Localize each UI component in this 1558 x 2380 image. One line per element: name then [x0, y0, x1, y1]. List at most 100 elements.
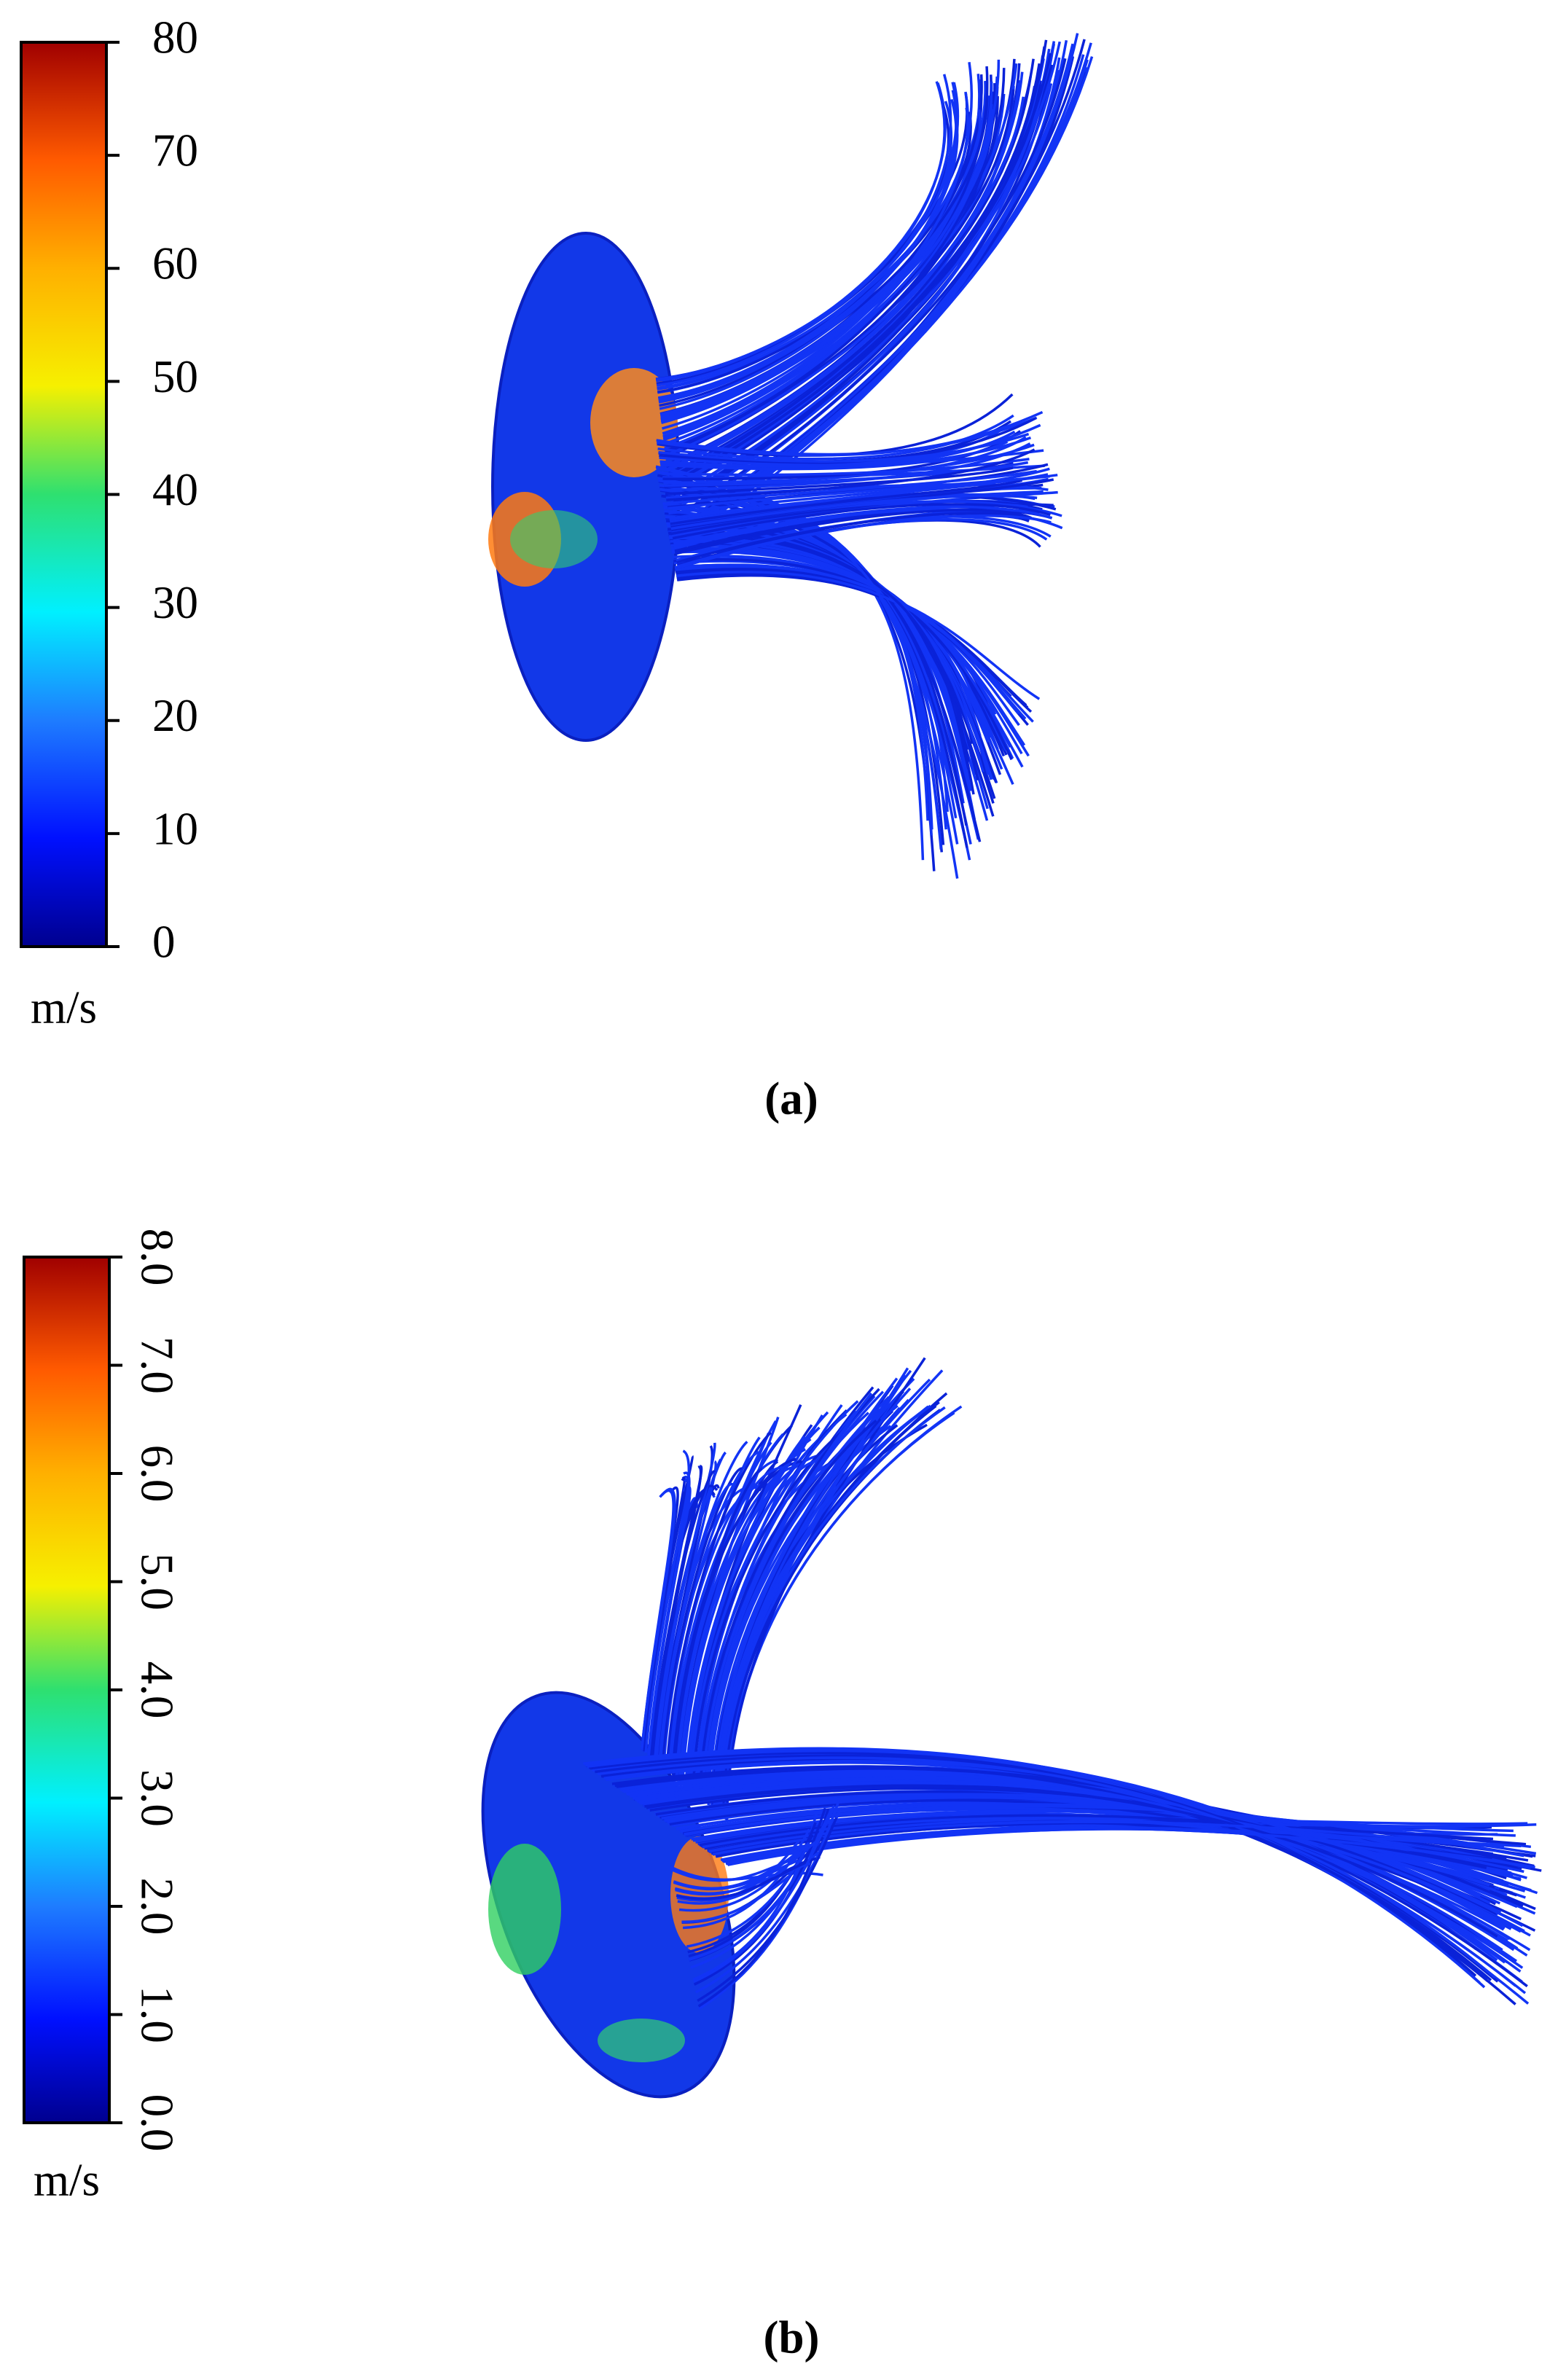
colorbar — [20, 41, 108, 948]
streamline — [701, 1390, 885, 1801]
streamline — [662, 61, 973, 436]
streamline — [692, 1425, 850, 1793]
tick-label: 30 — [152, 577, 198, 628]
tick-label: 80 — [152, 12, 198, 63]
streamline — [656, 410, 1044, 457]
streamline — [666, 448, 1036, 501]
tick-label: 60 — [152, 238, 198, 289]
streamline — [659, 82, 959, 410]
streamline — [671, 547, 1011, 748]
streamline — [704, 1392, 873, 1803]
streamline — [670, 494, 1038, 531]
streamline — [666, 82, 1020, 467]
streamline — [672, 503, 1051, 540]
streamline — [668, 531, 970, 762]
tick-label: 1.0 — [132, 1986, 183, 2043]
streamline — [683, 1828, 811, 1930]
tick-label: 20 — [152, 690, 198, 741]
streamline — [719, 1406, 946, 1816]
streamline — [720, 1826, 1535, 1868]
streamline — [689, 1400, 859, 1790]
caption: (b) — [764, 2312, 820, 2363]
streamline — [656, 81, 946, 387]
disc — [491, 232, 681, 742]
streamline — [662, 81, 993, 442]
streamline — [686, 1436, 806, 1788]
streamline — [611, 1765, 1492, 1981]
tick-label: 5.0 — [132, 1553, 183, 1610]
streamline — [697, 1817, 838, 2003]
streamline — [671, 68, 1048, 513]
streamline — [686, 1842, 810, 1948]
streamline — [647, 1471, 691, 1755]
streamline — [673, 1468, 763, 1777]
streamline — [676, 512, 1030, 564]
caption: (a) — [764, 1073, 818, 1124]
streamline — [659, 423, 1041, 468]
streamline — [658, 432, 1030, 463]
tick-label: 8.0 — [132, 1229, 183, 1286]
streamline — [668, 474, 1050, 510]
streamline — [670, 479, 1023, 525]
tick-label: 4.0 — [132, 1661, 183, 1719]
tick-label: 70 — [152, 125, 198, 176]
tick-label: 3.0 — [132, 1769, 183, 1827]
streamline — [662, 430, 1022, 481]
streamline — [649, 1470, 716, 1758]
tick-label: 7.0 — [132, 1336, 183, 1394]
streamline — [654, 1442, 716, 1762]
streamline — [659, 1483, 735, 1765]
tick-label: 50 — [152, 351, 198, 402]
tick-label: 6.0 — [132, 1445, 183, 1503]
streamline — [657, 414, 1014, 461]
tick-label: 2.0 — [132, 1878, 183, 1935]
streamline — [659, 449, 1044, 466]
streamline — [673, 503, 1028, 549]
hot-spot — [488, 1844, 561, 1975]
streamline — [660, 440, 1009, 471]
streamline — [585, 1748, 1486, 1989]
streamline — [658, 479, 943, 850]
streamline — [595, 1754, 1528, 1988]
streamline — [675, 509, 1032, 555]
streamline — [712, 1820, 1504, 1856]
streamline — [677, 514, 1052, 569]
streamline — [657, 393, 1014, 458]
streamline-art — [481, 33, 1542, 2099]
streamline — [669, 1798, 1499, 1920]
streamline — [693, 1804, 836, 1984]
streamline — [698, 1798, 841, 2011]
streamline — [664, 1796, 1518, 1909]
unit-label: m/s — [34, 2154, 100, 2205]
streamline — [673, 1850, 803, 1890]
streamline — [676, 1839, 801, 1902]
streamline — [717, 1378, 931, 1814]
streamline — [664, 461, 1029, 488]
streamline — [644, 1784, 1498, 1938]
streamline — [598, 1756, 1516, 1987]
hot-spot — [510, 510, 598, 568]
tick-label: 40 — [152, 464, 198, 515]
tick-label: 0 — [152, 916, 176, 967]
streamline — [664, 66, 989, 453]
streamline — [657, 74, 952, 399]
colorbar — [23, 1256, 111, 2124]
streamline — [676, 571, 1020, 715]
hot-spot — [590, 368, 678, 477]
unit-label: m/s — [31, 982, 97, 1033]
streamline — [661, 1467, 743, 1767]
streamline — [673, 559, 999, 751]
streamline — [668, 1466, 783, 1774]
tick-label: 10 — [152, 803, 198, 854]
streamline — [670, 1855, 802, 1882]
streamline — [665, 96, 1025, 457]
streamline — [626, 1773, 1524, 1927]
hot-spot — [598, 2019, 685, 2062]
streamline — [676, 515, 1052, 562]
streamline — [662, 1450, 759, 1768]
streamline — [676, 1857, 817, 1901]
streamline — [641, 1487, 676, 1750]
tick-label: 0.0 — [132, 2094, 183, 2152]
streamline — [623, 1772, 1524, 1969]
